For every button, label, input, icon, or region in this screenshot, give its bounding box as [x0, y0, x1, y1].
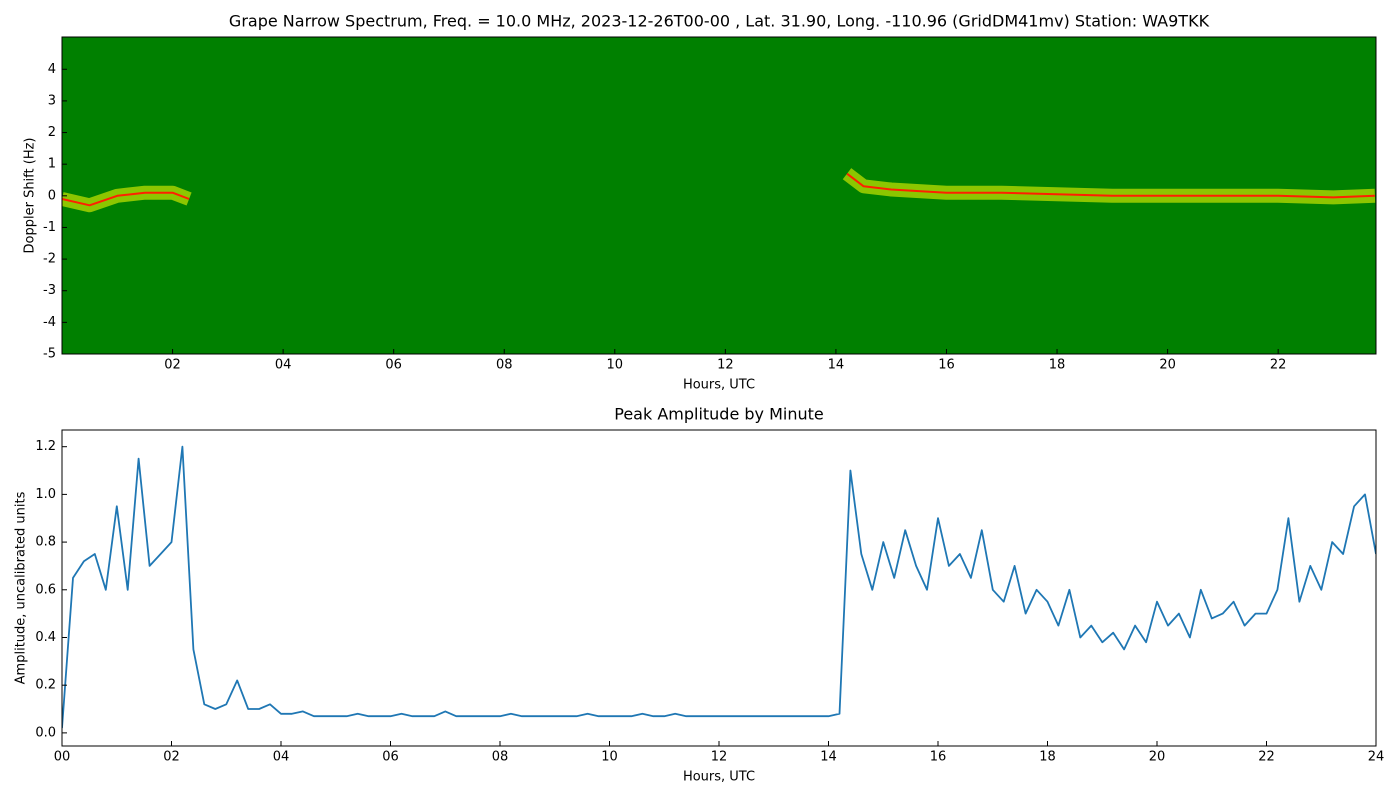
x-tick-label: 16	[938, 358, 955, 373]
x-tick-label: 10	[601, 750, 618, 765]
y-tick-label: -5	[43, 347, 56, 362]
y-tick-label: 0.8	[35, 535, 56, 550]
y-tick-label: -3	[43, 283, 56, 298]
y-tick-label: -2	[43, 252, 56, 267]
x-tick-label: 08	[496, 358, 513, 373]
x-tick-label: 12	[711, 750, 728, 765]
x-tick-label: 00	[54, 750, 71, 765]
y-tick-label: -4	[43, 315, 56, 330]
x-tick-label: 12	[717, 358, 734, 373]
x-tick-label: 16	[930, 750, 947, 765]
y-tick-label: 1	[48, 157, 56, 172]
y-tick-label: 0.0	[35, 725, 56, 740]
y-tick-label: 1.2	[35, 439, 56, 454]
x-tick-label: 22	[1258, 750, 1275, 765]
x-tick-label: 02	[163, 750, 180, 765]
x-tick-label: 10	[607, 358, 624, 373]
amplitude-line	[62, 445, 1376, 729]
x-tick-label: 14	[820, 750, 837, 765]
x-tick-label: 06	[385, 358, 402, 373]
y-tick-label: 0	[48, 188, 56, 203]
x-tick-label: 20	[1159, 358, 1176, 373]
y-tick-label: 0.2	[35, 678, 56, 693]
x-tick-label: 18	[1039, 750, 1056, 765]
x-axis-label: Hours, UTC	[683, 770, 755, 785]
x-tick-label: 22	[1270, 358, 1287, 373]
plot-area	[62, 37, 1376, 354]
plot-frame	[61, 429, 1377, 747]
chart-title: Grape Narrow Spectrum, Freq. = 10.0 MHz,…	[229, 12, 1210, 31]
x-tick-label: 24	[1368, 750, 1385, 765]
x-tick-label: 08	[492, 750, 509, 765]
y-axis-label: Doppler Shift (Hz)	[23, 138, 38, 254]
y-tick-label: 0.4	[35, 630, 56, 645]
chart-title: Peak Amplitude by Minute	[614, 405, 824, 424]
x-tick-label: 20	[1149, 750, 1166, 765]
x-axis-label: Hours, UTC	[683, 378, 755, 393]
doppler-trace	[62, 191, 190, 207]
doppler-trace	[846, 172, 1375, 199]
y-tick-label: 0.6	[35, 582, 56, 597]
x-tick-label: 04	[275, 358, 292, 373]
y-tick-label: -1	[43, 220, 56, 235]
y-tick-label: 4	[48, 62, 56, 77]
x-tick-label: 18	[1049, 358, 1066, 373]
x-tick-label: 14	[828, 358, 845, 373]
y-tick-label: 3	[48, 93, 56, 108]
y-axis-label: Amplitude, uncalibrated units	[14, 491, 29, 684]
plot-area	[62, 445, 1376, 729]
y-tick-label: 2	[48, 125, 56, 140]
x-tick-label: 06	[382, 750, 399, 765]
x-tick-label: 02	[164, 358, 181, 373]
x-tick-label: 04	[273, 750, 290, 765]
y-tick-label: 1.0	[35, 487, 56, 502]
